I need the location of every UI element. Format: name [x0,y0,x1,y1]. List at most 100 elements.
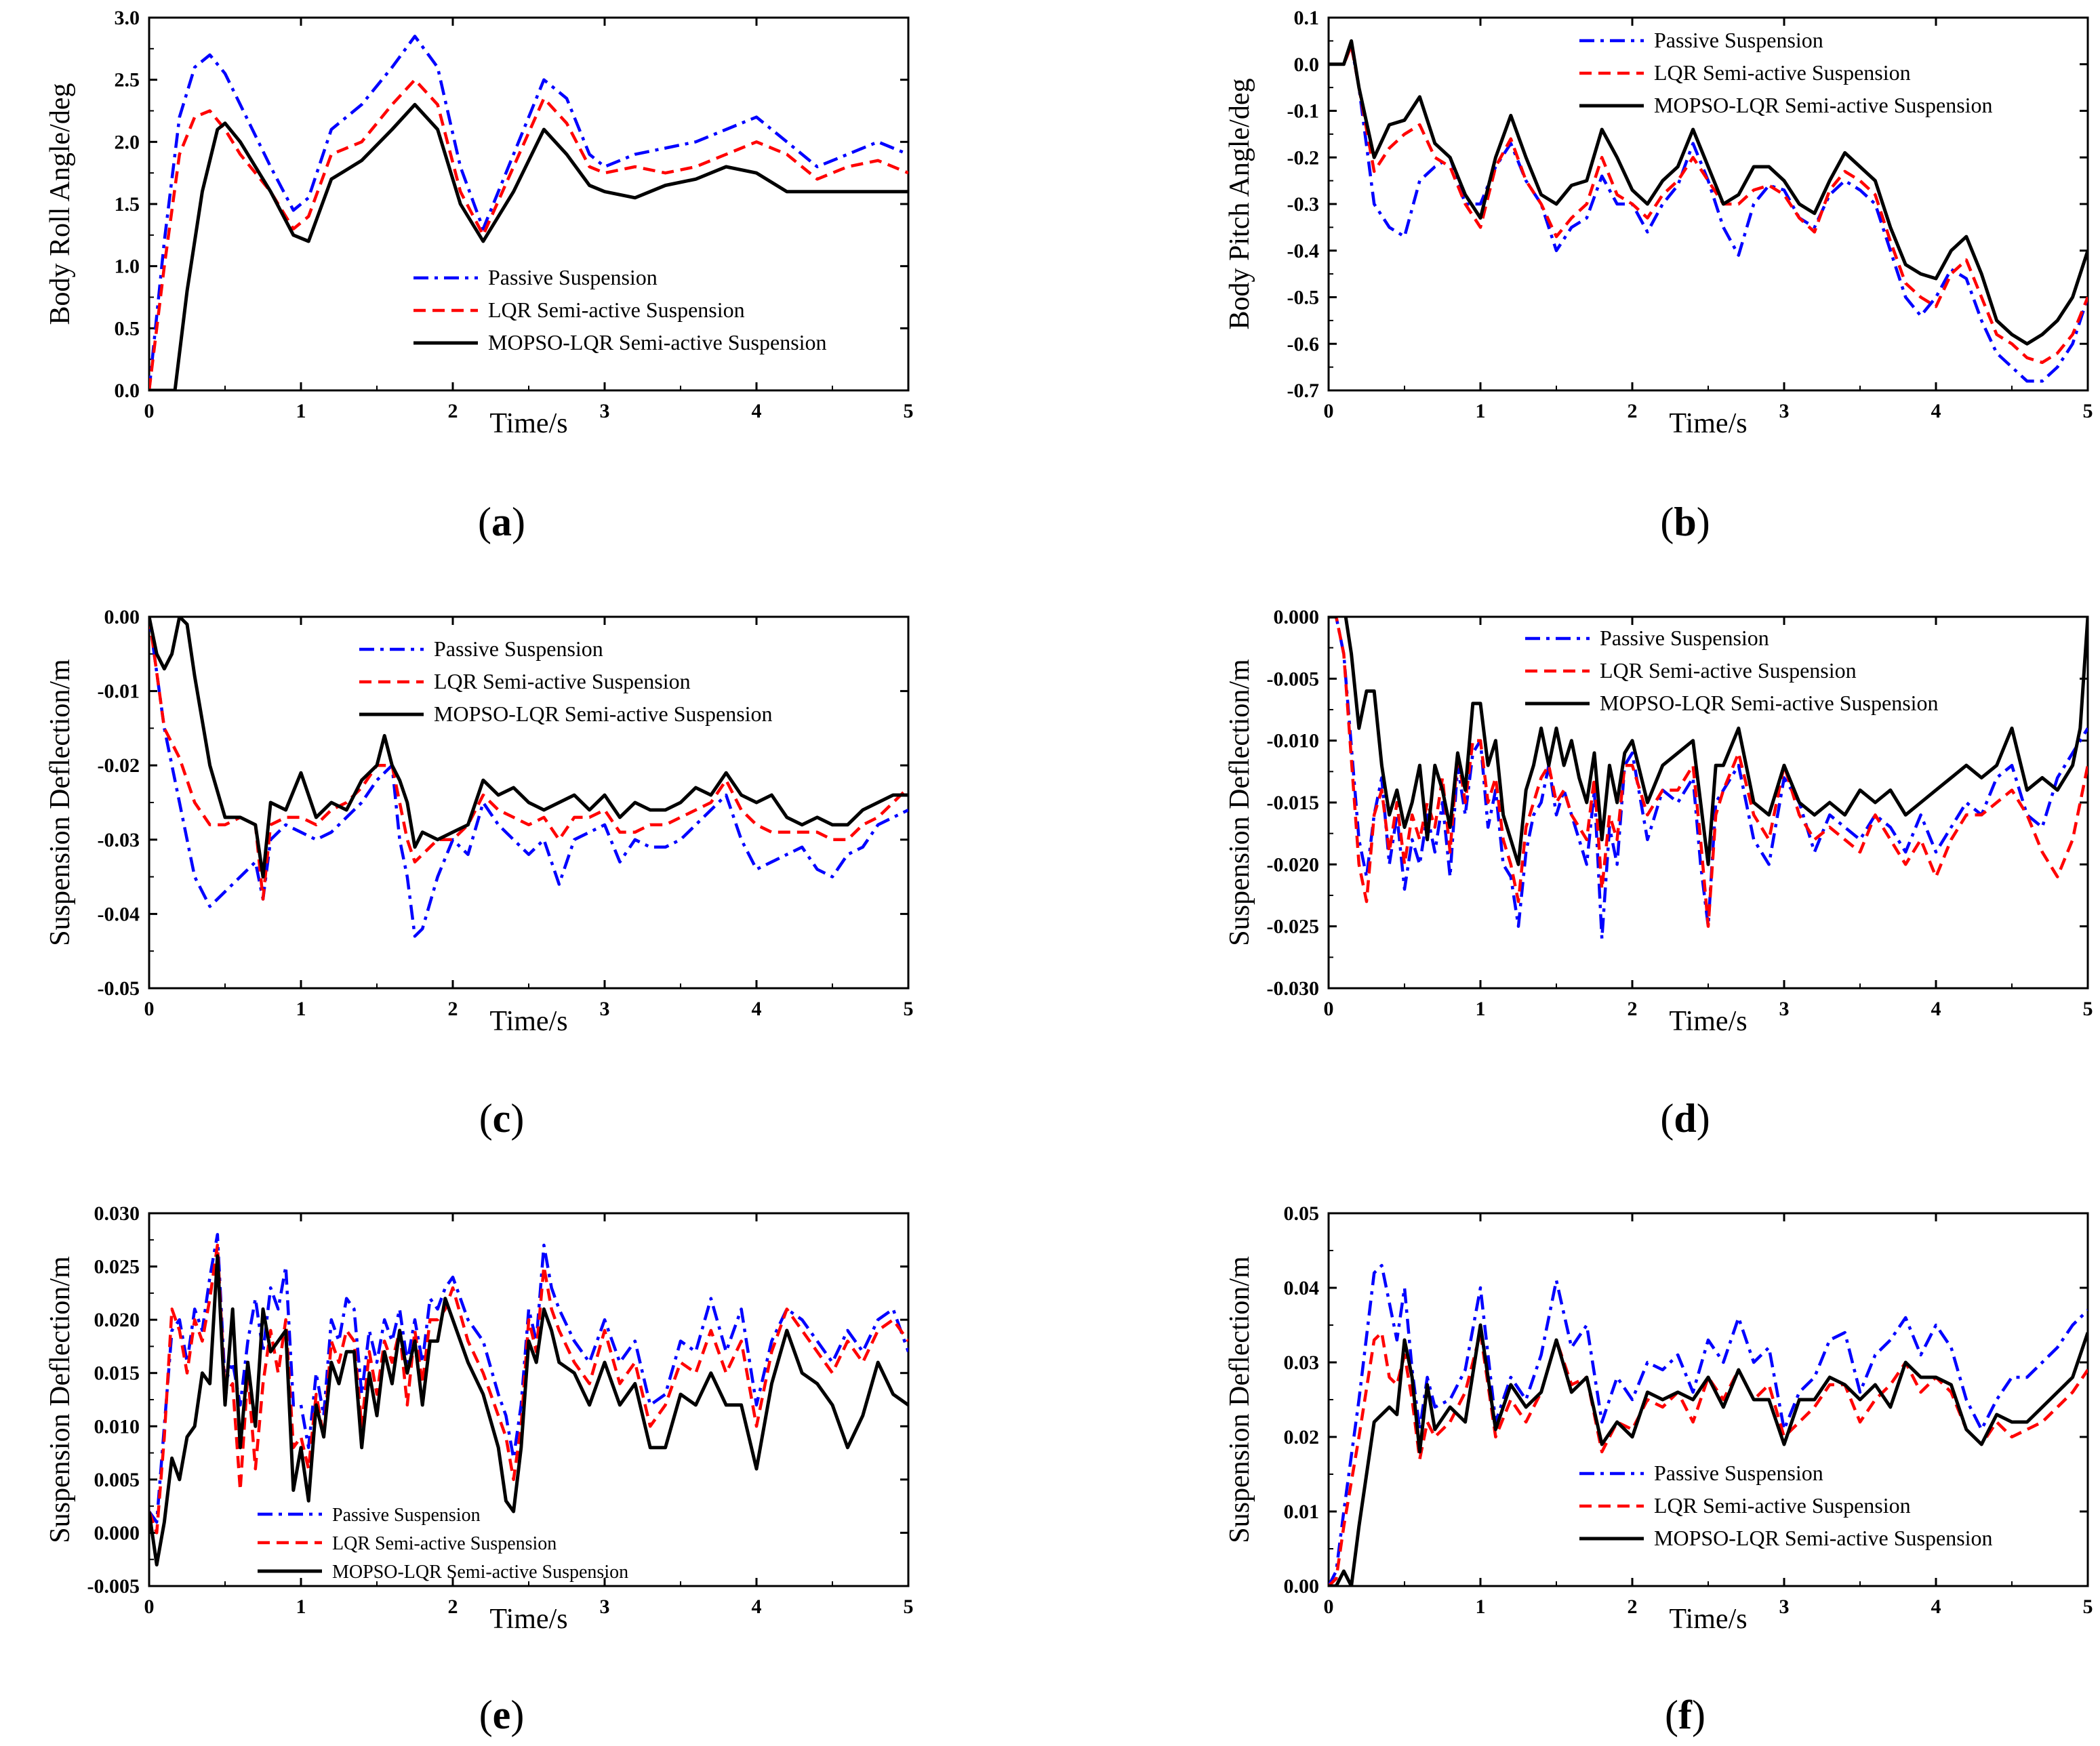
y-tick-label: 0.030 [94,1202,140,1225]
y-tick-label: -0.2 [1287,146,1320,169]
series-line-lqr [1329,44,2088,365]
legend-label-passive: Passive Suspension [332,1505,481,1526]
y-tick-label: -0.3 [1287,193,1320,216]
y-tick-label: 0.010 [94,1415,140,1438]
x-tick-label: 5 [904,1596,914,1618]
y-tick-label: 0.1 [1294,7,1320,29]
series-line-mopso [1329,39,2088,346]
panel-caption: (c) [479,1096,525,1141]
y-tick-label: 0.00 [1284,1575,1320,1598]
series-line-lqr [149,78,908,390]
legend-label-mopso: MOPSO-LQR Semi-active Suspension [1654,93,1993,117]
x-axis-label: Time/s [489,408,567,439]
series-group [1329,39,2088,383]
x-tick-label: 3 [600,998,610,1020]
x-axis-label: Time/s [489,1604,567,1635]
x-tick-label: 4 [1931,1596,1941,1618]
y-tick-label: 2.5 [115,69,140,92]
y-tick-label: 1.0 [115,256,140,278]
chart-e: 0 1 2 3 4 5 -0.005 0.000 0.005 0.010 0.015 0.020 0.0… [45,1202,914,1737]
x-tick-label: 3 [1779,998,1790,1020]
y-axis-label: Suspension Deflection/m [1224,659,1255,946]
y-tick-label: 0.000 [1274,606,1320,628]
x-tick-label: 1 [1476,400,1486,422]
y-tick-label: 0.025 [94,1256,140,1278]
x-tick-label: 2 [448,998,458,1020]
x-tick-label: 5 [2083,400,2093,422]
x-tick-label: 2 [1628,998,1638,1020]
chart-f: 0 1 2 3 4 5 0.00 0.01 0.02 0.03 0.04 0.05 Time/s Susp… [1224,1202,2093,1737]
y-tick-label: -0.01 [98,681,140,703]
y-tick-label: 0.01 [1284,1501,1320,1523]
legend-label-mopso: MOPSO-LQR Semi-active Suspension [1600,691,1939,715]
legend-label-lqr: LQR Semi-active Suspension [1654,1493,1911,1518]
y-axis-label: Body Pitch Angle/deg [1224,79,1255,330]
series-group [149,617,908,938]
y-tick-label: -0.02 [98,754,140,777]
legend: Passive Suspension LQR Semi-active Suspen… [359,636,773,726]
y-tick-label: -0.5 [1287,287,1320,309]
series-group [1329,617,2088,941]
x-tick-label: 5 [904,998,914,1020]
y-tick-label: 0.005 [94,1469,140,1491]
x-tick-label: 3 [600,1596,610,1618]
legend-label-mopso: MOPSO-LQR Semi-active Suspension [1654,1526,1993,1550]
series-line-lqr [149,617,908,901]
series-line-lqr [149,1243,908,1535]
legend: Passive Suspension LQR Semi-active Suspen… [258,1505,628,1583]
y-axis-label: Suspension Deflection/m [45,659,76,946]
y-tick-label: -0.030 [1267,977,1320,1000]
x-axis-label: Time/s [1669,408,1747,439]
y-tick-label: 0.02 [1284,1426,1320,1448]
y-tick-label: -0.020 [1267,853,1320,876]
chart-a: 0 1 2 3 4 5 0.0 0.5 1.0 1.5 2.0 2.5 3.0 Time/s Body Ro… [45,7,914,544]
chart-b: 0 1 2 3 4 5 -0.7 -0.6 -0.5 -0.4 -0.3 -0.2 -0.1 0.0 0.1… [1224,7,2093,544]
y-tick-label: 0.04 [1284,1277,1320,1299]
x-tick-label: 4 [752,998,762,1020]
panel-caption: (b) [1660,500,1710,544]
legend-label-lqr: LQR Semi-active Suspension [434,669,691,693]
legend: Passive Suspension LQR Semi-active Suspen… [1525,626,1939,715]
y-tick-label: 2.0 [115,131,140,153]
legend: Passive Suspension LQR Semi-active Suspen… [413,265,827,354]
x-tick-label: 5 [904,400,914,422]
series-line-mopso [149,102,908,390]
legend-label-lqr: LQR Semi-active Suspension [1600,658,1857,683]
chart-c: 0 1 2 3 4 5 -0.05 -0.04 -0.03 -0.02 -0.01 0.00 Time/… [45,606,914,1141]
x-tick-label: 1 [1476,998,1486,1020]
y-tick-label: 1.5 [115,193,140,216]
x-tick-label: 1 [296,400,306,422]
y-tick-label: 0.020 [94,1309,140,1331]
y-tick-label: -0.4 [1287,240,1320,262]
x-tick-label: 1 [296,998,306,1020]
panel-caption: (e) [479,1692,525,1737]
series-line-mopso [149,1254,908,1567]
legend-label-lqr: LQR Semi-active Suspension [488,298,745,322]
x-tick-label: 4 [1931,998,1941,1020]
y-tick-label: -0.005 [1267,668,1320,690]
legend-label-passive: Passive Suspension [488,265,658,289]
x-tick-label: 2 [1628,400,1638,422]
y-axis-label: Body Roll Angle/deg [45,83,76,325]
y-tick-label: -0.05 [98,977,140,1000]
x-axis-label: Time/s [1669,1604,1747,1635]
legend: Passive Suspension LQR Semi-active Suspen… [1579,1461,1993,1550]
series-line-passive [149,35,908,390]
series-line-mopso [149,617,908,879]
series-group [149,1233,908,1567]
series-line-passive [149,1233,908,1524]
y-tick-label: -0.005 [87,1575,140,1598]
x-tick-label: 5 [2083,1596,2093,1618]
y-tick-label: 3.0 [115,7,140,29]
series-line-lqr [1329,1331,2088,1586]
y-tick-label: -0.025 [1267,916,1320,938]
legend-label-mopso: MOPSO-LQR Semi-active Suspension [332,1562,628,1583]
series-line-passive [1329,617,2088,941]
legend: Passive Suspension LQR Semi-active Suspen… [1579,28,1993,117]
y-tick-label: 0.0 [115,380,140,402]
legend-label-mopso: MOPSO-LQR Semi-active Suspension [434,702,773,726]
x-tick-label: 3 [600,400,610,422]
series-group [149,35,908,390]
x-tick-label: 3 [1779,400,1790,422]
